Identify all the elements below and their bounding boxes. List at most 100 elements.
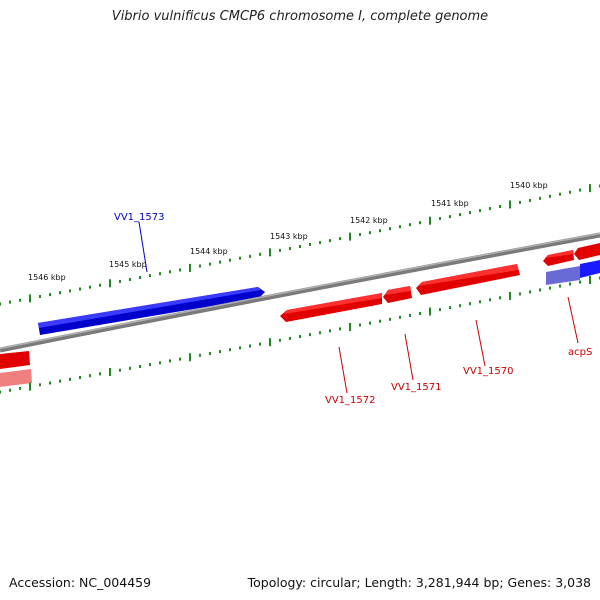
inner-track-minor-tick [369, 321, 371, 325]
inner-track-minor-tick [459, 304, 461, 308]
outer-track-minor-tick [329, 239, 331, 243]
inner-track-minor-tick [559, 284, 561, 288]
inner-track-major-tick [509, 291, 511, 300]
inner-track-minor-tick [49, 381, 51, 385]
outer-track-major-tick [589, 184, 591, 193]
map-title: Vibrio vulnificus CMCP6 chromosome I, co… [111, 9, 489, 24]
genome-stats-text: Topology: circular; Length: 3,281,944 bp… [247, 575, 591, 590]
gene-label-vv1-1573[interactable]: VV1_1573 [114, 212, 165, 223]
inner-track-major-tick [189, 353, 191, 362]
gene-label-vv1-1571[interactable]: VV1_1571 [391, 382, 442, 393]
outer-track-minor-tick [399, 225, 401, 229]
outer-track-minor-tick [119, 279, 121, 283]
outer-track-minor-tick [9, 300, 11, 304]
outer-track-minor-tick [89, 285, 91, 289]
gene-label-acps[interactable]: acpS [568, 347, 592, 358]
accession-text: Accession: NC_004459 [9, 575, 152, 590]
kbp-label-1540: 1540 kbp [510, 181, 548, 190]
inner-track-minor-tick [529, 290, 531, 294]
kbp-label-1544: 1544 kbp [190, 247, 228, 256]
gene-vv1-1571-arrow[interactable] [383, 286, 412, 303]
leader-line-vv1-1573 [138, 221, 148, 273]
inner-track-minor-tick [399, 315, 401, 319]
outer-track-minor-tick [209, 262, 211, 266]
outer-track-minor-tick [369, 231, 371, 235]
leader-line-vv1-1572 [338, 346, 348, 394]
inner-track-minor-tick [419, 312, 421, 315]
gene-right-edge-forward[interactable] [574, 243, 600, 260]
outer-track-minor-tick [319, 241, 321, 245]
outer-track-minor-tick [169, 270, 171, 274]
outer-track-minor-tick [239, 256, 241, 260]
inner-track-major-tick [429, 307, 431, 316]
outer-scale-track [0, 184, 600, 306]
inner-track-minor-tick [149, 363, 151, 367]
outer-track-minor-tick [409, 223, 411, 227]
gene-vv1-1570-arrow[interactable] [416, 264, 520, 295]
gene-vv1-1573-arrow[interactable] [38, 287, 265, 335]
outer-track-minor-tick [219, 260, 221, 264]
inner-track-minor-tick [449, 306, 451, 310]
kbp-label-1543: 1543 kbp [270, 232, 308, 241]
outer-track-minor-tick [439, 217, 441, 221]
inner-track-minor-tick [39, 383, 41, 387]
inner-track-minor-tick [9, 388, 11, 392]
inner-track-minor-tick [469, 302, 471, 306]
outer-track-minor-tick [149, 274, 151, 278]
inner-track-minor-tick [199, 353, 201, 357]
outer-track-minor-tick [379, 229, 381, 233]
chromosome-backbone [0, 232, 600, 353]
outer-track-minor-tick [419, 221, 421, 225]
leader-line-vv1-1571 [404, 333, 414, 381]
gene-vv1-1572-arrow[interactable] [280, 293, 382, 322]
inner-track-minor-tick [519, 292, 521, 296]
outer-kbp-ticks [29, 184, 591, 303]
inner-track-minor-tick [99, 372, 101, 376]
outer-track-major-tick [269, 248, 271, 257]
inner-track-major-tick [269, 338, 271, 347]
outer-track-minor-tick [69, 289, 71, 293]
inner-track-minor-tick [289, 336, 291, 340]
inner-track-minor-tick [59, 379, 61, 383]
outer-track-minor-tick [569, 190, 571, 194]
outer-track-minor-tick [0, 302, 1, 306]
gene-label-vv1-1572[interactable]: VV1_1572 [325, 395, 376, 406]
leader-line-vv1-1570 [475, 319, 486, 367]
inner-track-minor-tick [139, 365, 141, 368]
kbp-label-1542: 1542 kbp [350, 216, 388, 225]
outer-track-minor-tick [49, 293, 51, 297]
outer-track-minor-tick [179, 268, 181, 272]
inner-track-minor-tick [489, 298, 491, 302]
inner-track-minor-tick [249, 344, 251, 348]
outer-track-minor-tick [479, 209, 481, 213]
inner-track-minor-tick [209, 352, 211, 355]
inner-track-minor-tick [389, 317, 391, 321]
outer-track-minor-tick [469, 211, 471, 215]
inner-track-minor-tick [129, 366, 131, 370]
outer-track-minor-tick [159, 272, 161, 276]
outer-track-minor-tick [389, 227, 391, 231]
gene-left-edge-forward[interactable] [0, 351, 32, 387]
gene-acps-arrow[interactable] [543, 250, 574, 266]
inner-track-minor-tick [169, 359, 171, 363]
outer-track-minor-tick [529, 198, 531, 202]
outer-track-minor-tick [459, 213, 461, 217]
kbp-label-1545: 1545 kbp [109, 260, 147, 269]
inner-track-minor-tick [359, 323, 361, 327]
outer-track-minor-tick [519, 200, 521, 204]
outer-track-minor-tick [249, 254, 251, 258]
inner-track-minor-tick [219, 350, 221, 354]
outer-track-minor-tick [489, 207, 491, 210]
outer-track-minor-tick [339, 237, 341, 241]
inner-track-major-tick [349, 323, 351, 331]
inner-track-minor-tick [499, 296, 501, 300]
gene-label-vv1-1570[interactable]: VV1_1570 [463, 366, 514, 377]
inner-kbp-ticks [29, 276, 591, 391]
outer-track-major-tick [189, 263, 191, 272]
outer-track-minor-tick [579, 188, 581, 192]
gene-right-edge-reverse[interactable] [546, 260, 600, 285]
outer-track-major-tick [349, 232, 351, 241]
inner-track-minor-tick [569, 282, 571, 286]
leader-line-acps [567, 296, 579, 344]
